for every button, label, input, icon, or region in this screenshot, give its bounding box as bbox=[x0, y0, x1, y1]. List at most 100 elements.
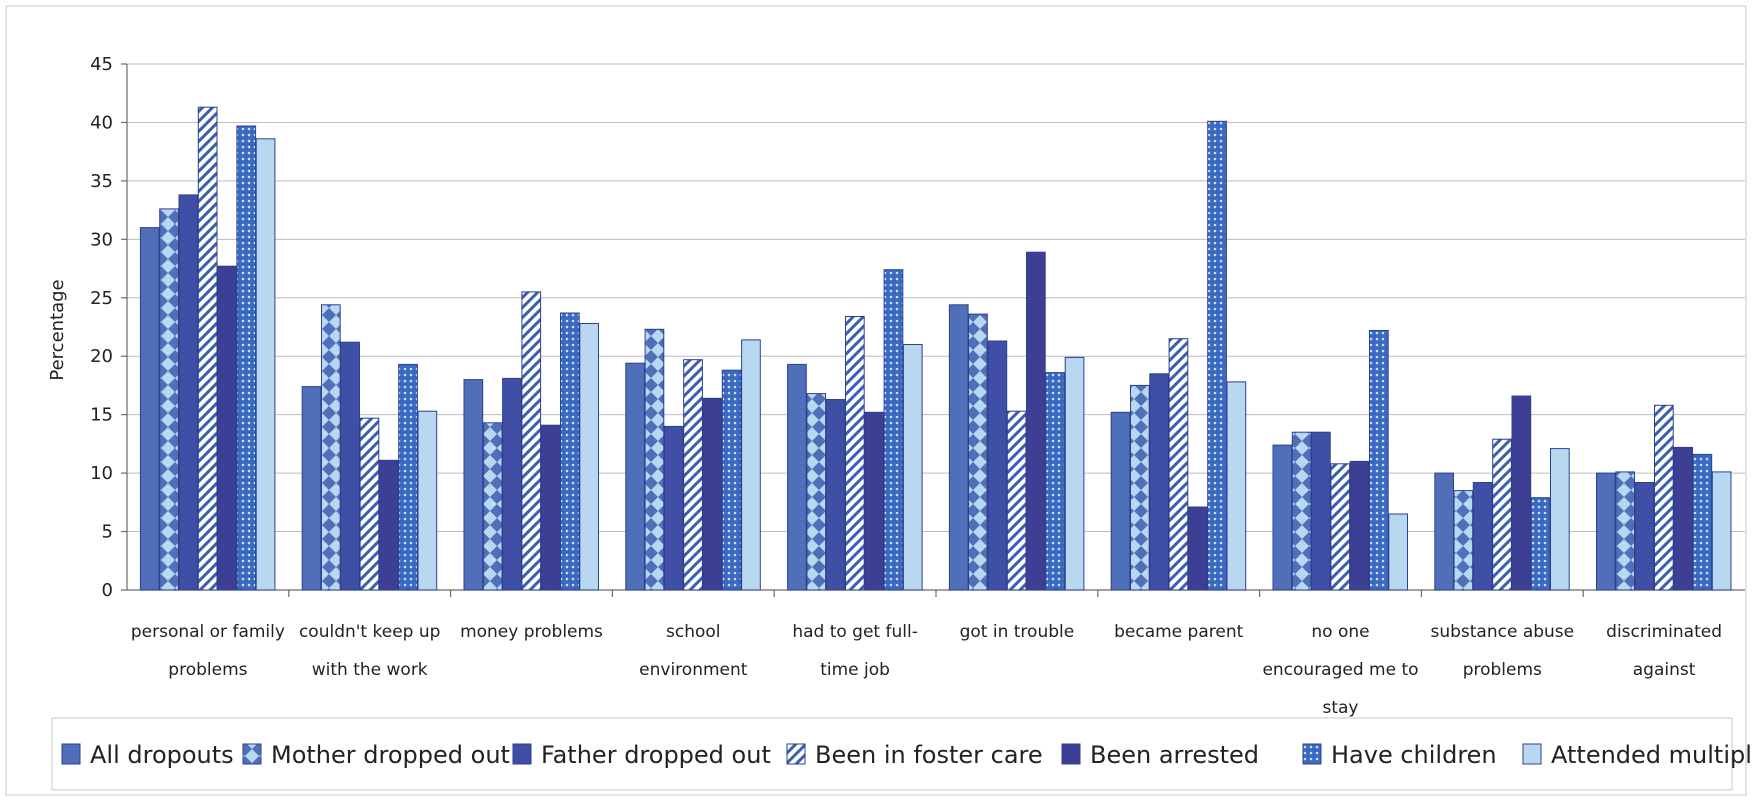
bar bbox=[482, 422, 503, 591]
legend-label: Been arrested bbox=[1090, 741, 1259, 769]
bar bbox=[301, 386, 322, 591]
bar bbox=[1064, 356, 1085, 591]
x-tick-label: encouraged me to bbox=[1262, 660, 1418, 680]
bar bbox=[845, 316, 865, 591]
bar bbox=[1453, 490, 1474, 591]
bar bbox=[540, 424, 561, 591]
bar bbox=[721, 369, 742, 591]
x-tick-label: with the work bbox=[312, 660, 428, 680]
bar bbox=[1006, 410, 1027, 591]
bar bbox=[1388, 513, 1409, 591]
bar bbox=[968, 313, 988, 591]
bar bbox=[139, 227, 160, 591]
bar bbox=[902, 344, 923, 591]
x-axis-categories: personal or family problems couldn't keep … bbox=[131, 590, 1722, 718]
bar bbox=[1673, 446, 1694, 591]
bar bbox=[502, 377, 522, 591]
x-tick-label: no one bbox=[1311, 622, 1369, 642]
bar bbox=[1596, 472, 1616, 591]
x-tick-label: personal or family bbox=[131, 622, 285, 642]
bar bbox=[1130, 384, 1150, 591]
bar bbox=[1149, 373, 1170, 591]
bar bbox=[1369, 330, 1389, 591]
bar bbox=[864, 411, 884, 591]
bar bbox=[1311, 431, 1331, 591]
x-tick-label: school bbox=[666, 622, 721, 642]
bar bbox=[644, 328, 665, 591]
y-tick-label: 40 bbox=[90, 112, 113, 133]
bar bbox=[1272, 444, 1293, 591]
legend-label: Have children bbox=[1331, 741, 1497, 769]
bar bbox=[159, 208, 179, 591]
bar bbox=[255, 138, 276, 591]
bars bbox=[139, 106, 1732, 591]
bar bbox=[1330, 463, 1351, 591]
y-tick-label: 20 bbox=[90, 346, 113, 367]
bar bbox=[741, 339, 761, 591]
legend-label: All dropouts bbox=[90, 741, 234, 769]
x-tick-label: problems bbox=[168, 660, 247, 680]
bar bbox=[378, 459, 399, 591]
bar bbox=[683, 359, 703, 591]
x-tick-label: couldn't keep up bbox=[299, 622, 440, 642]
bar bbox=[806, 393, 827, 591]
x-tick-label: got in trouble bbox=[960, 622, 1075, 642]
bar bbox=[1615, 471, 1636, 591]
bar bbox=[321, 304, 341, 591]
bar bbox=[521, 291, 542, 591]
bar bbox=[236, 125, 257, 591]
x-tick-label: problems bbox=[1463, 660, 1542, 680]
bar bbox=[560, 312, 580, 591]
bar bbox=[417, 410, 438, 591]
legend-swatch bbox=[61, 743, 81, 765]
bar bbox=[217, 265, 237, 591]
legend-swatch bbox=[1061, 743, 1081, 765]
bar bbox=[1168, 338, 1189, 591]
bar bbox=[1045, 372, 1066, 591]
y-tick-label: 15 bbox=[90, 405, 113, 426]
legend-swatch bbox=[786, 743, 806, 765]
bar bbox=[197, 106, 218, 591]
y-tick-label: 5 bbox=[102, 522, 113, 543]
x-tick-label: substance abuse bbox=[1430, 622, 1574, 642]
x-tick-label: stay bbox=[1322, 698, 1358, 718]
bar bbox=[1692, 453, 1713, 591]
x-tick-label: became parent bbox=[1114, 622, 1243, 642]
bar bbox=[579, 323, 599, 591]
bar bbox=[663, 425, 684, 591]
bar bbox=[340, 341, 360, 591]
bar bbox=[883, 269, 904, 591]
bar bbox=[1187, 506, 1208, 591]
bar bbox=[359, 417, 380, 591]
bar bbox=[1711, 471, 1732, 591]
legend-label: Father dropped out bbox=[541, 741, 771, 769]
bar bbox=[948, 304, 969, 591]
legend-swatch bbox=[1302, 743, 1322, 765]
legend: All dropouts Mother dropped out Father dro… bbox=[61, 741, 1752, 769]
legend-swatch bbox=[512, 743, 532, 765]
y-tick-label: 0 bbox=[102, 580, 113, 601]
bar bbox=[1207, 120, 1227, 591]
bar bbox=[1026, 251, 1046, 591]
legend-label: Attended multiple HS bbox=[1551, 741, 1752, 769]
bar bbox=[1654, 404, 1674, 591]
y-tick-label: 30 bbox=[90, 229, 113, 250]
bar bbox=[178, 194, 199, 591]
x-tick-label: time job bbox=[820, 660, 890, 680]
bar bbox=[987, 340, 1008, 591]
bar bbox=[1511, 395, 1532, 591]
bar bbox=[625, 362, 645, 591]
bar bbox=[825, 399, 846, 591]
bar bbox=[1472, 482, 1493, 591]
bar bbox=[463, 379, 484, 591]
y-tick-label: 35 bbox=[90, 171, 113, 192]
x-tick-label: money problems bbox=[460, 622, 603, 642]
bar bbox=[1226, 381, 1247, 591]
x-tick-label: against bbox=[1633, 660, 1696, 680]
bar bbox=[1492, 438, 1512, 591]
bar bbox=[1291, 431, 1312, 591]
y-axis-label: Percentage bbox=[47, 279, 68, 380]
bar bbox=[1530, 497, 1551, 591]
legend-swatch bbox=[1522, 743, 1542, 765]
bar bbox=[787, 363, 807, 591]
